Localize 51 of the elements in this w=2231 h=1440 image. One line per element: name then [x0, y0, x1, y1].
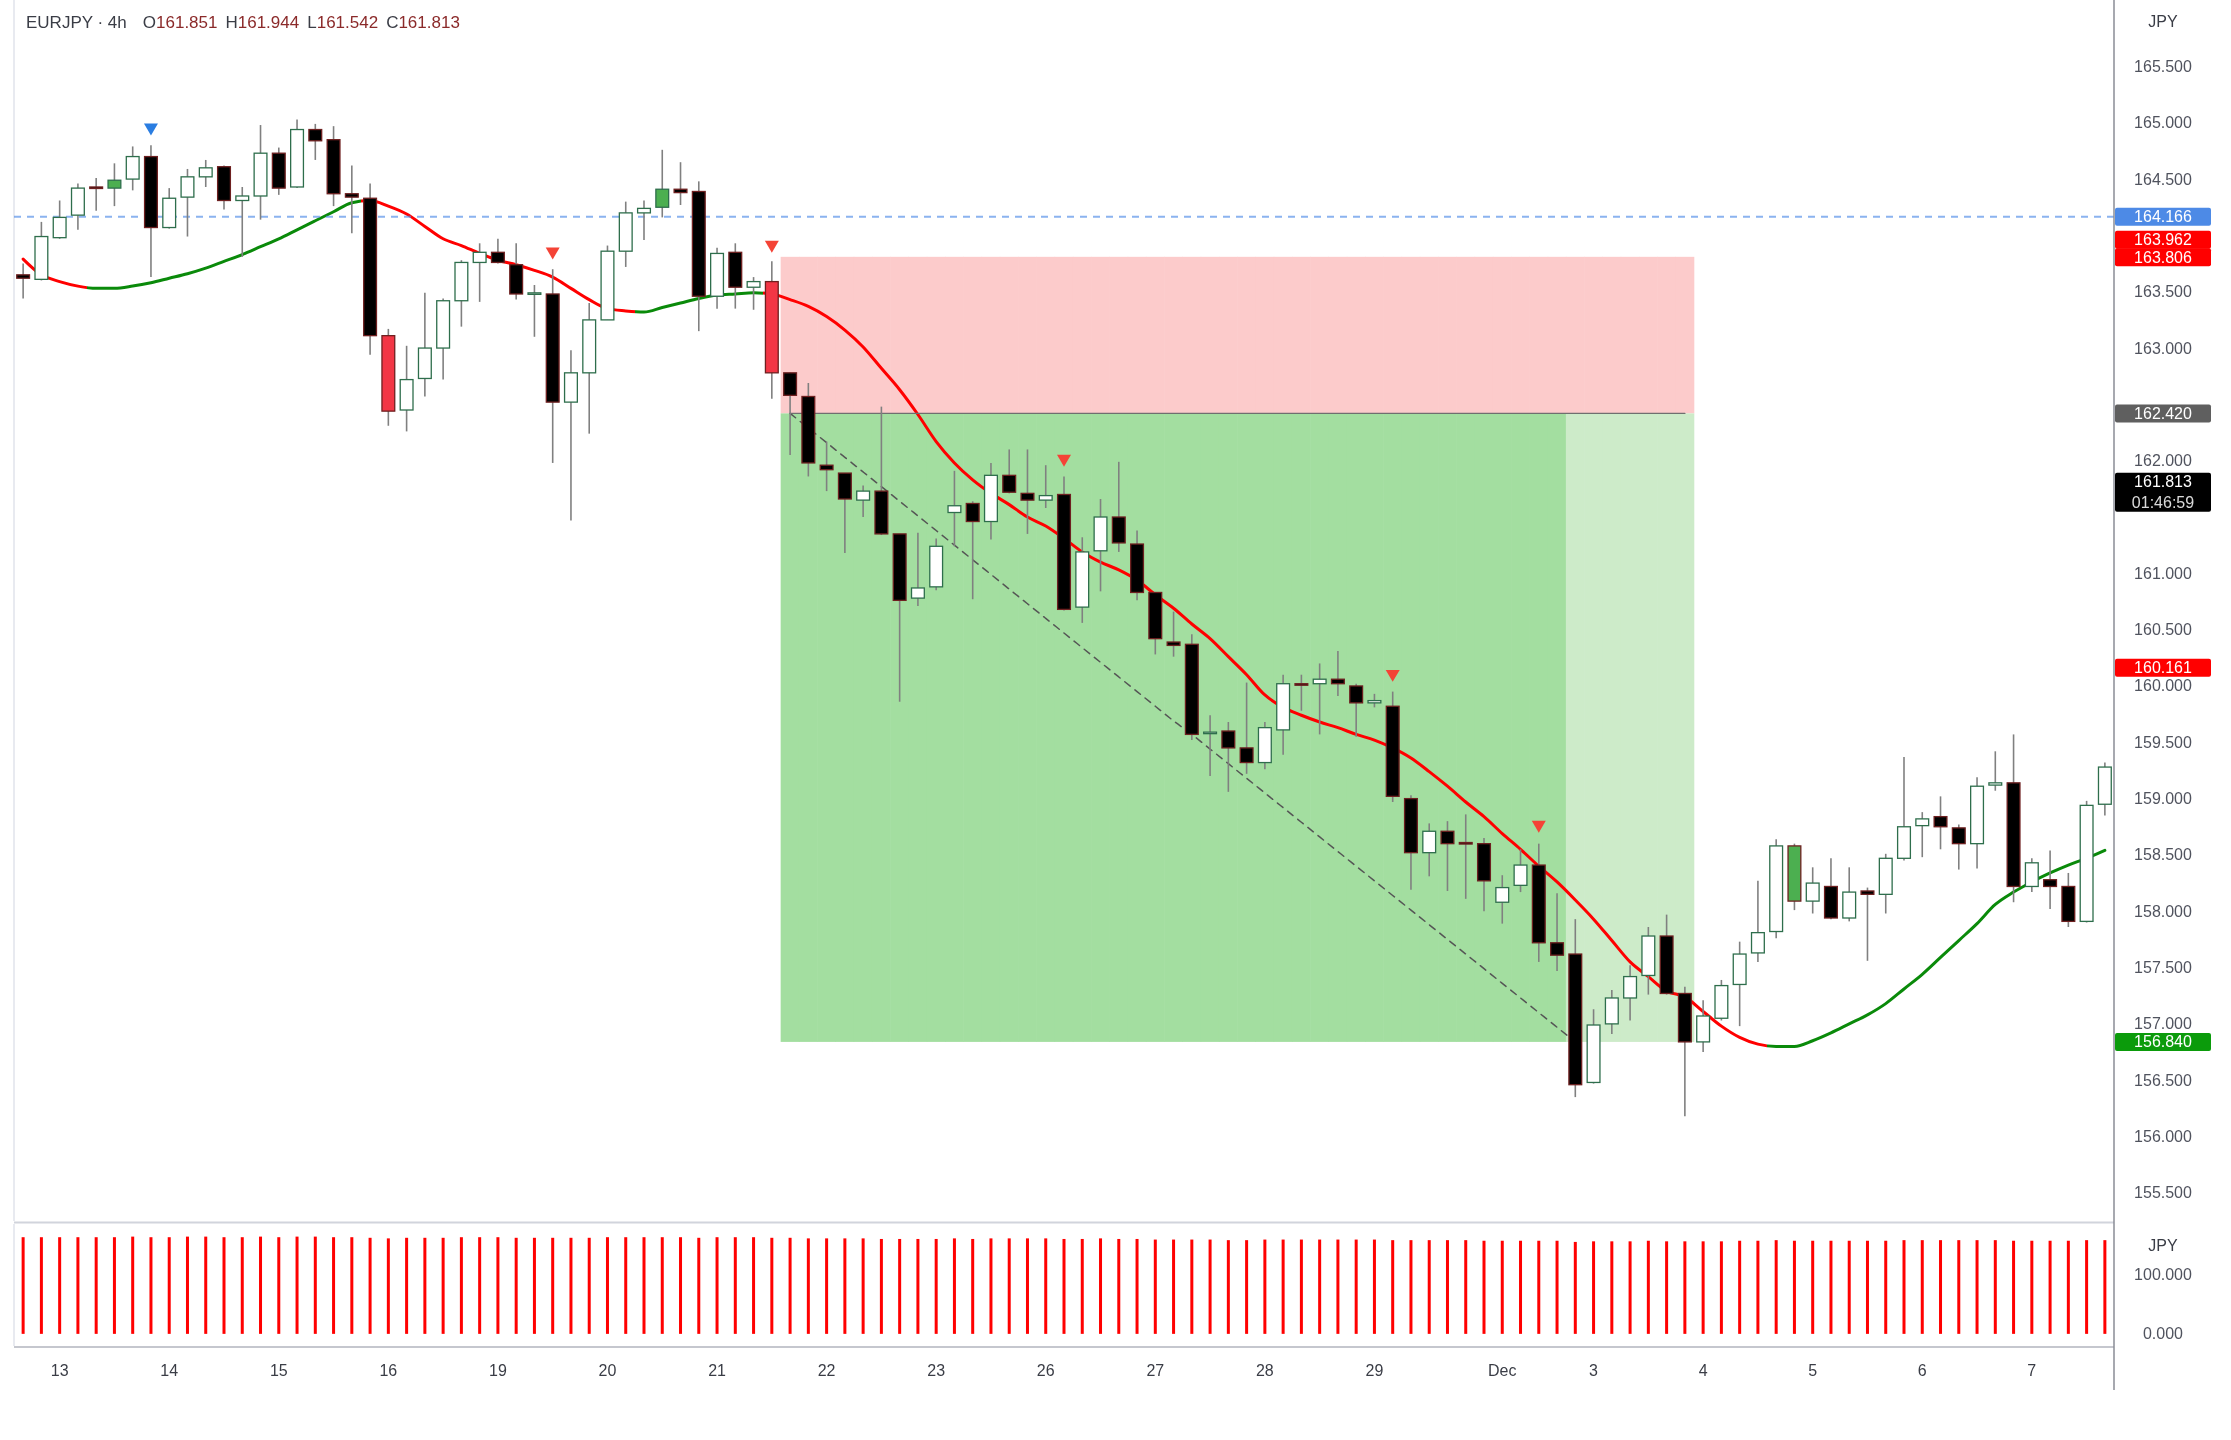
y-tick-label: 155.500 — [2134, 1184, 2193, 1202]
x-tick-label: 23 — [927, 1361, 946, 1379]
text: 01:46:59 — [2131, 494, 2195, 512]
x-tick-label: 20 — [598, 1361, 617, 1379]
ref-line-label: 164.166 — [2134, 208, 2193, 226]
x-tick-label: 6 — [1917, 1361, 1927, 1379]
y-tick-label: 157.500 — [2134, 959, 2193, 977]
y-tick-label: 0.000 — [2142, 1325, 2184, 1343]
y-tick-label: 157.000 — [2134, 1015, 2193, 1033]
y-tick-label: 165.000 — [2134, 114, 2193, 132]
y-axis-title: JPY — [2148, 12, 2178, 30]
text: EURJPY · 4h — [26, 12, 127, 32]
y-tick-label: 100.000 — [2134, 1266, 2193, 1284]
y-tick-label: 162.000 — [2134, 452, 2193, 470]
y-tick-label: 156.000 — [2134, 1128, 2193, 1146]
y-axis-title: JPY — [2148, 1236, 2178, 1254]
x-tick-label: 4 — [1698, 1361, 1708, 1379]
y-tick-label: 159.000 — [2134, 790, 2193, 808]
x-tick-label: 14 — [160, 1361, 179, 1379]
x-tick-label: 21 — [708, 1361, 727, 1379]
y-tick-label: 159.500 — [2134, 733, 2193, 751]
x-tick-label: 28 — [1255, 1361, 1274, 1379]
x-tick-label: 26 — [1036, 1361, 1055, 1379]
y-tick-label: 158.500 — [2134, 846, 2193, 864]
y3-tick-label: 163.962 — [2134, 231, 2193, 249]
x-tick-label: 5 — [1808, 1361, 1818, 1379]
y-tick-label: 160.000 — [2134, 677, 2193, 695]
x-tick-label: 19 — [489, 1361, 507, 1379]
x-tick-label: 7 — [2027, 1361, 2037, 1379]
y-tick-label: 161.000 — [2134, 564, 2193, 582]
x-tick-label: 29 — [1365, 1361, 1384, 1379]
y-tick-label: 163.500 — [2134, 283, 2193, 301]
x-tick-label: 22 — [817, 1361, 836, 1379]
x-tick-label: Dec — [1488, 1361, 1517, 1379]
y3-tick-label: 162.420 — [2134, 404, 2193, 422]
y3-tick-label: 163.806 — [2134, 248, 2193, 266]
y-tick-label: 165.500 — [2134, 57, 2193, 75]
y-tick-label: 163.000 — [2134, 339, 2193, 357]
y3-tick-label: 156.840 — [2134, 1033, 2193, 1051]
text: O161.851 H161.944 L161.542 C161.813 — [142, 12, 460, 32]
x-tick-label: 13 — [50, 1361, 69, 1379]
x-tick-label: 3 — [1589, 1361, 1599, 1379]
y-tick-label: 156.500 — [2134, 1071, 2193, 1089]
y-tick-label: 160.500 — [2134, 621, 2193, 639]
x-tick-label: 16 — [379, 1361, 398, 1379]
y-tick-label: 164.500 — [2134, 170, 2193, 188]
y3-tick-label: 161.813 — [2134, 473, 2193, 491]
x-tick-label: 15 — [269, 1361, 288, 1379]
y-tick-label: 158.000 — [2134, 902, 2193, 920]
x-tick-label: 27 — [1146, 1361, 1165, 1379]
y3-tick-label: 160.161 — [2134, 659, 2193, 677]
